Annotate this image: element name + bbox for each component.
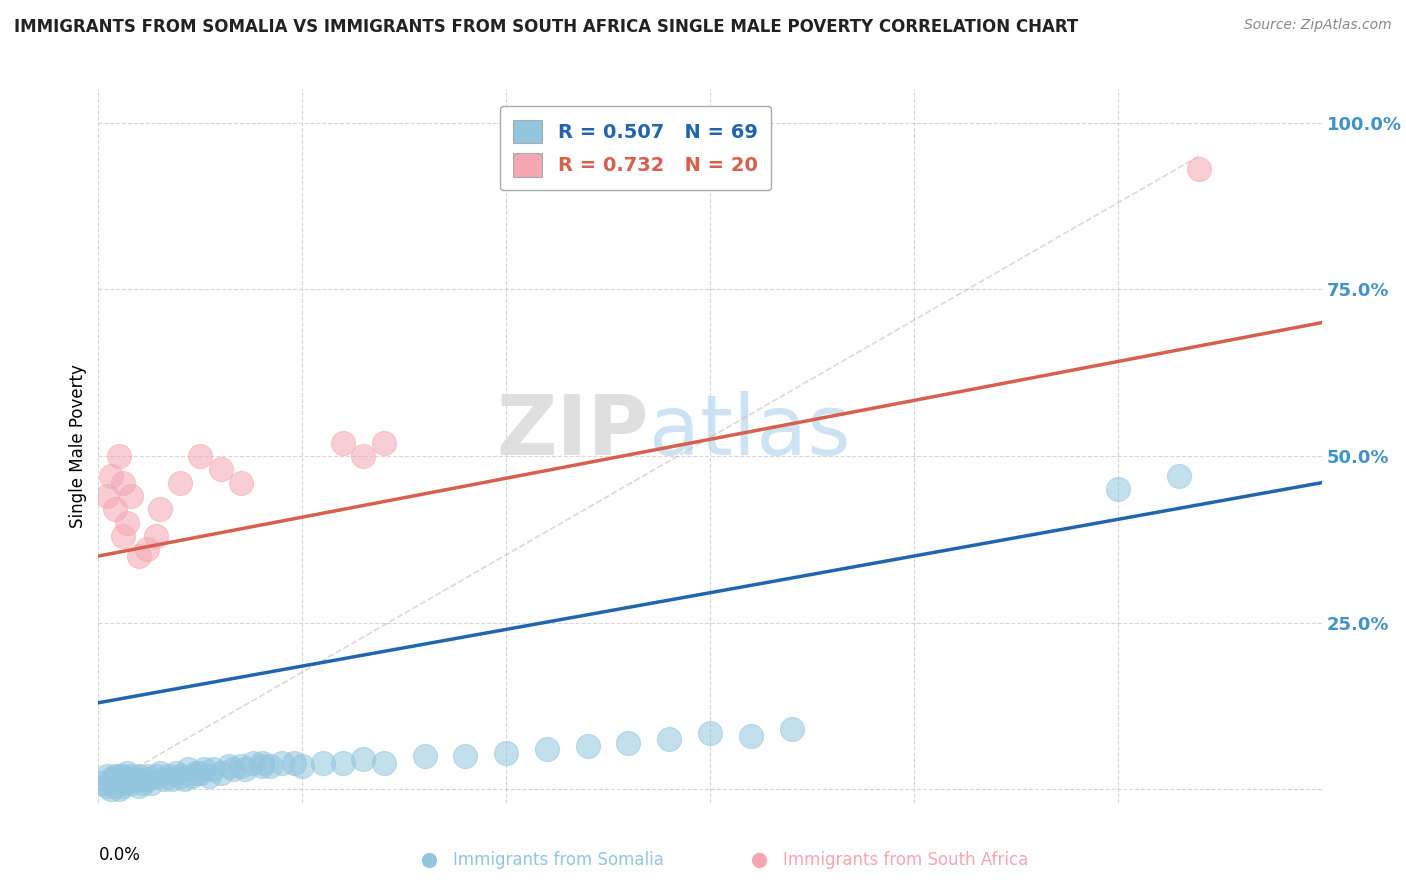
Point bbox=[1167, 469, 1189, 483]
Point bbox=[259, 759, 281, 773]
Point bbox=[165, 765, 187, 780]
Point bbox=[181, 769, 204, 783]
Point bbox=[188, 765, 212, 780]
Point bbox=[332, 756, 354, 770]
Point bbox=[740, 729, 762, 743]
Point bbox=[231, 759, 253, 773]
Point bbox=[188, 449, 212, 463]
Point bbox=[111, 529, 134, 543]
Point bbox=[111, 475, 134, 490]
Point bbox=[145, 529, 167, 543]
Point bbox=[96, 489, 118, 503]
Text: atlas: atlas bbox=[648, 392, 851, 472]
Point bbox=[209, 765, 232, 780]
Point bbox=[96, 769, 118, 783]
Point bbox=[104, 779, 127, 793]
Point bbox=[120, 489, 142, 503]
Point bbox=[169, 769, 191, 783]
Point bbox=[120, 776, 142, 790]
Point bbox=[111, 779, 134, 793]
Point bbox=[111, 776, 134, 790]
Text: 0.0%: 0.0% bbox=[98, 846, 141, 863]
Point bbox=[173, 772, 195, 787]
Point bbox=[780, 723, 803, 737]
Point bbox=[145, 769, 167, 783]
Point bbox=[111, 769, 134, 783]
Point bbox=[141, 776, 163, 790]
Point bbox=[250, 756, 273, 770]
Point bbox=[283, 756, 305, 770]
Point bbox=[193, 763, 215, 777]
Point bbox=[136, 769, 159, 783]
Text: Immigrants from Somalia: Immigrants from Somalia bbox=[453, 851, 664, 869]
Point bbox=[108, 769, 131, 783]
Point bbox=[250, 759, 273, 773]
Point bbox=[156, 769, 179, 783]
Point bbox=[128, 779, 150, 793]
Point bbox=[270, 756, 294, 770]
Point bbox=[100, 772, 122, 787]
Point bbox=[124, 772, 146, 787]
Point bbox=[152, 772, 174, 787]
Point bbox=[120, 769, 142, 783]
Point bbox=[100, 469, 122, 483]
Point bbox=[197, 769, 219, 783]
Point bbox=[91, 776, 114, 790]
Point bbox=[108, 782, 131, 797]
Text: Source: ZipAtlas.com: Source: ZipAtlas.com bbox=[1244, 18, 1392, 32]
Point bbox=[132, 776, 155, 790]
Point bbox=[1188, 162, 1211, 177]
Point bbox=[291, 759, 314, 773]
Point bbox=[115, 516, 138, 530]
Point bbox=[617, 736, 640, 750]
Point bbox=[218, 759, 240, 773]
Point bbox=[104, 772, 127, 787]
Text: ZIP: ZIP bbox=[496, 392, 648, 472]
Point bbox=[108, 449, 131, 463]
Point bbox=[136, 542, 159, 557]
Point bbox=[149, 765, 172, 780]
Point bbox=[136, 772, 159, 787]
Legend: R = 0.507   N = 69, R = 0.732   N = 20: R = 0.507 N = 69, R = 0.732 N = 20 bbox=[499, 106, 772, 191]
Point bbox=[128, 769, 150, 783]
Point bbox=[413, 749, 436, 764]
Point bbox=[352, 752, 374, 766]
Point bbox=[149, 502, 172, 516]
Point bbox=[108, 776, 131, 790]
Point bbox=[495, 746, 517, 760]
Point bbox=[201, 763, 224, 777]
Point bbox=[373, 756, 395, 770]
Point bbox=[96, 779, 118, 793]
Point bbox=[177, 763, 200, 777]
Point bbox=[115, 765, 138, 780]
Point bbox=[104, 502, 127, 516]
Y-axis label: Single Male Poverty: Single Male Poverty bbox=[69, 364, 87, 528]
Point bbox=[699, 725, 721, 739]
Point bbox=[160, 772, 183, 787]
Point bbox=[454, 749, 477, 764]
Point bbox=[312, 756, 335, 770]
Point bbox=[209, 462, 232, 476]
Point bbox=[222, 763, 245, 777]
Point bbox=[115, 772, 138, 787]
Point bbox=[169, 475, 191, 490]
Point bbox=[186, 765, 208, 780]
Text: IMMIGRANTS FROM SOMALIA VS IMMIGRANTS FROM SOUTH AFRICA SINGLE MALE POVERTY CORR: IMMIGRANTS FROM SOMALIA VS IMMIGRANTS FR… bbox=[14, 18, 1078, 36]
Point bbox=[242, 756, 264, 770]
Point bbox=[1107, 483, 1129, 497]
Point bbox=[576, 739, 599, 753]
Point bbox=[231, 475, 253, 490]
Point bbox=[352, 449, 374, 463]
Point bbox=[100, 776, 122, 790]
Point bbox=[332, 435, 354, 450]
Point bbox=[658, 732, 681, 747]
Point bbox=[104, 769, 127, 783]
Point bbox=[233, 763, 256, 777]
Point bbox=[100, 782, 122, 797]
Point bbox=[373, 435, 395, 450]
Point bbox=[536, 742, 558, 756]
Text: Immigrants from South Africa: Immigrants from South Africa bbox=[783, 851, 1029, 869]
Point bbox=[128, 549, 150, 563]
